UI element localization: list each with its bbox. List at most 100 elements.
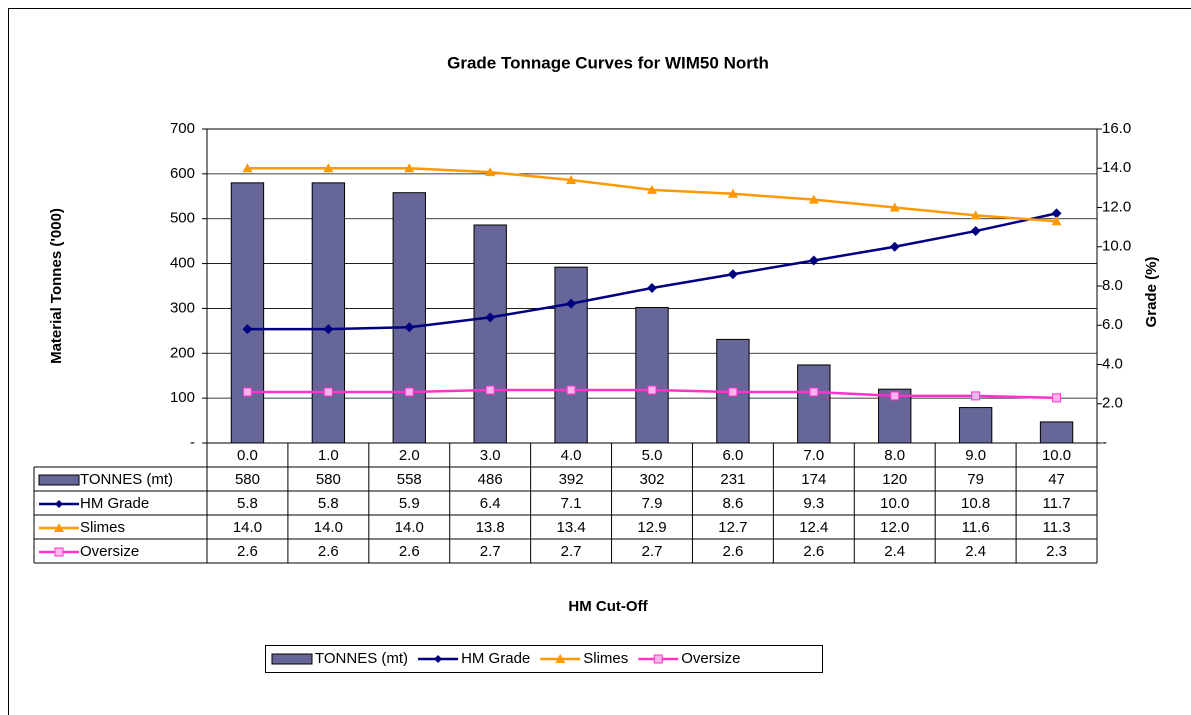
table-cell: 7.1 (561, 495, 582, 512)
y2-tick-label: - (1102, 434, 1107, 451)
bar (473, 224, 507, 444)
table-cell: 11.7 (1042, 495, 1070, 512)
x-tick-label: 0.0 (237, 447, 258, 464)
marker (323, 324, 334, 335)
bar (958, 407, 993, 444)
table-cell: 12.4 (799, 519, 828, 536)
marker (647, 282, 657, 293)
table-legend-symbol (38, 474, 80, 486)
marker (808, 194, 819, 204)
marker (647, 385, 657, 395)
marker (404, 163, 415, 173)
y-tick-label: - (190, 434, 195, 451)
y2-tick-label: 10.0 (1102, 238, 1131, 255)
legend-label: Slimes (583, 650, 628, 667)
table-cell: 2.3 (1046, 543, 1067, 560)
marker (485, 385, 495, 395)
marker (404, 322, 415, 333)
table-cell: 2.7 (642, 543, 663, 560)
x-tick-label: 2.0 (399, 447, 420, 464)
table-cell: 79 (967, 471, 984, 488)
y2-axis-label: Grade (%) (1143, 257, 1160, 328)
table-cell: 11.6 (962, 519, 990, 536)
table-legend-symbol (54, 523, 64, 532)
table-cell: 47 (1048, 471, 1065, 488)
x-tick-label: 6.0 (722, 447, 743, 464)
marker (970, 226, 981, 237)
x-tick-label: 7.0 (803, 447, 824, 464)
table-legend-symbol (55, 500, 63, 508)
x-axis-label: HM Cut-Off (568, 598, 648, 615)
table-cell: 6.4 (480, 495, 501, 512)
marker (1052, 393, 1062, 403)
legend-symbol (271, 653, 313, 665)
bar (554, 266, 588, 444)
table-cell: 5.8 (237, 495, 258, 512)
bar (635, 307, 669, 444)
legend-symbol (555, 654, 566, 663)
legend-symbol (434, 655, 443, 663)
bar (797, 364, 831, 444)
table-cell: 14.0 (233, 519, 262, 536)
legend-symbol (653, 654, 663, 664)
marker (404, 387, 414, 397)
table-row-label: Slimes (80, 519, 125, 536)
marker (242, 163, 253, 173)
table-cell: 14.0 (395, 519, 424, 536)
marker (1051, 216, 1062, 226)
legend-label: TONNES (mt) (315, 650, 408, 667)
bar (392, 192, 426, 444)
y-tick-label: 500 (170, 210, 195, 227)
table-cell: 8.6 (722, 495, 743, 512)
y-tick-label: 200 (170, 344, 195, 361)
x-tick-label: 1.0 (318, 447, 339, 464)
table-cell: 5.8 (318, 495, 339, 512)
table-cell: 9.3 (803, 495, 824, 512)
marker (566, 298, 577, 309)
table-cell: 10.0 (880, 495, 909, 512)
table-cell: 486 (478, 471, 503, 488)
legend-label: HM Grade (461, 650, 530, 667)
table-cell: 11.3 (1042, 519, 1070, 536)
table-cell: 13.8 (476, 519, 505, 536)
y-tick-label: 600 (170, 165, 195, 182)
table-row-label: Oversize (80, 543, 139, 560)
marker (809, 387, 819, 397)
table-cell: 12.0 (880, 519, 909, 536)
table-cell: 2.6 (399, 543, 420, 560)
table-cell: 2.6 (318, 543, 339, 560)
marker (808, 255, 819, 266)
marker (727, 269, 738, 280)
table-row-label: TONNES (mt) (80, 471, 173, 488)
table-cell: 13.4 (556, 519, 585, 536)
marker (485, 312, 496, 323)
table-cell: 10.8 (961, 495, 990, 512)
y2-tick-label: 6.0 (1102, 316, 1123, 333)
table-cell: 120 (882, 471, 907, 488)
x-tick-label: 3.0 (480, 447, 501, 464)
marker (727, 188, 738, 198)
marker (970, 210, 981, 220)
table-cell: 580 (235, 471, 260, 488)
y-tick-label: 400 (170, 255, 195, 272)
marker (889, 202, 900, 212)
bar (1039, 421, 1074, 444)
y-axis-label: Material Tonnes ('000) (48, 208, 65, 364)
table-cell: 2.6 (237, 543, 258, 560)
marker (1051, 208, 1062, 219)
marker (323, 387, 333, 397)
table-cell: 174 (801, 471, 826, 488)
chart-title: Grade Tonnage Curves for WIM50 North (447, 53, 769, 72)
table-cell: 558 (397, 471, 422, 488)
table-cell: 2.7 (480, 543, 501, 560)
table-cell: 14.0 (314, 519, 343, 536)
y2-tick-label: 2.0 (1102, 395, 1123, 412)
table-cell: 580 (316, 471, 341, 488)
table-cell: 392 (559, 471, 584, 488)
legend-label: Oversize (681, 650, 740, 667)
table-cell: 5.9 (399, 495, 420, 512)
y2-tick-label: 14.0 (1102, 159, 1131, 176)
bar (230, 182, 265, 444)
table-cell: 12.7 (718, 519, 747, 536)
x-tick-label: 8.0 (884, 447, 905, 464)
